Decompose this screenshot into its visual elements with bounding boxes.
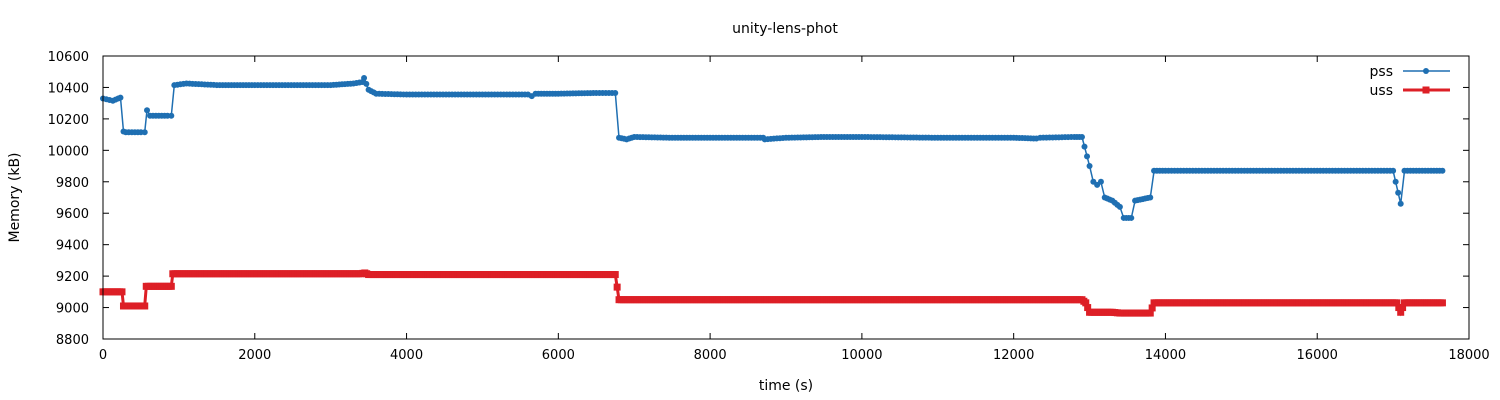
x-tick-label: 4000 [390,348,423,363]
data-point-uss [1399,304,1407,312]
data-point-pss [144,107,151,114]
data-point-pss [612,89,619,96]
data-point-uss [1397,308,1405,316]
y-tick-label: 10200 [48,113,89,128]
y-tick-label: 9000 [56,302,89,317]
data-point-uss [1082,299,1090,307]
data-point-uss [1393,299,1401,307]
y-tick-label: 8800 [56,333,89,348]
x-tick-label: 6000 [542,348,575,363]
y-tick-label: 10600 [48,50,89,65]
x-tick-label: 18000 [1448,348,1489,363]
data-point-pss [168,112,175,119]
x-tick-label: 0 [99,348,107,363]
data-point-pss [117,94,124,101]
x-tick-label: 12000 [993,348,1034,363]
data-point-pss [1397,200,1404,207]
series-pss [100,75,1446,221]
data-point-pss [1392,178,1399,185]
data-point-uss [167,282,175,290]
series-line-pss [102,75,1443,219]
y-tick-label: 10400 [48,81,89,96]
data-point-uss [1084,304,1092,312]
data-point-uss [611,271,619,279]
data-point-pss [1084,153,1091,160]
data-point-uss [1395,304,1403,312]
data-point-pss [1395,189,1402,196]
x-tick-label: 10000 [841,348,882,363]
legend-marker-uss [1422,86,1430,94]
data-point-pss [1147,194,1154,201]
x-tick-label: 8000 [694,348,727,363]
data-point-pss [1078,133,1085,140]
data-point-pss [1116,203,1123,210]
data-point-pss [363,80,370,87]
legend-label-uss: uss [1370,83,1393,99]
data-point-uss [118,288,126,296]
legend: pss uss [1370,64,1450,99]
data-point-uss [1148,304,1156,312]
y-tick-label: 9400 [56,239,89,254]
axis-ticks: 0 2000 4000 6000 8000 10000 12000 14000 16000 180… [48,50,1490,363]
data-point-pss [1128,214,1135,221]
data-point-pss [1081,143,1088,150]
y-tick-label: 9800 [56,176,89,191]
x-tick-label: 14000 [1145,348,1186,363]
data-point-pss [141,129,148,136]
series-uss [99,269,1446,317]
x-tick-label: 2000 [238,348,271,363]
data-point-pss [1086,163,1093,170]
x-axis-label: time (s) [759,378,813,394]
data-point-pss [361,75,368,82]
data-point-pss [1439,167,1446,174]
data-point-uss [1438,299,1446,307]
y-tick-label: 9200 [56,270,89,285]
legend-label-pss: pss [1370,64,1393,80]
y-tick-label: 9600 [56,207,89,222]
y-tick-label: 10000 [48,144,89,159]
legend-marker-pss [1423,68,1429,74]
plot-frame [102,55,1470,340]
series-line-uss [103,271,1443,317]
series-layer [99,75,1446,317]
data-point-uss [613,283,621,291]
chart-title: unity-lens-phot [732,21,838,37]
data-point-uss [141,302,149,310]
y-axis-label: Memory (kB) [7,152,23,242]
data-point-pss [1390,167,1397,174]
data-point-pss [1097,178,1104,185]
data-point-uss [1146,309,1154,317]
x-tick-label: 16000 [1297,348,1338,363]
